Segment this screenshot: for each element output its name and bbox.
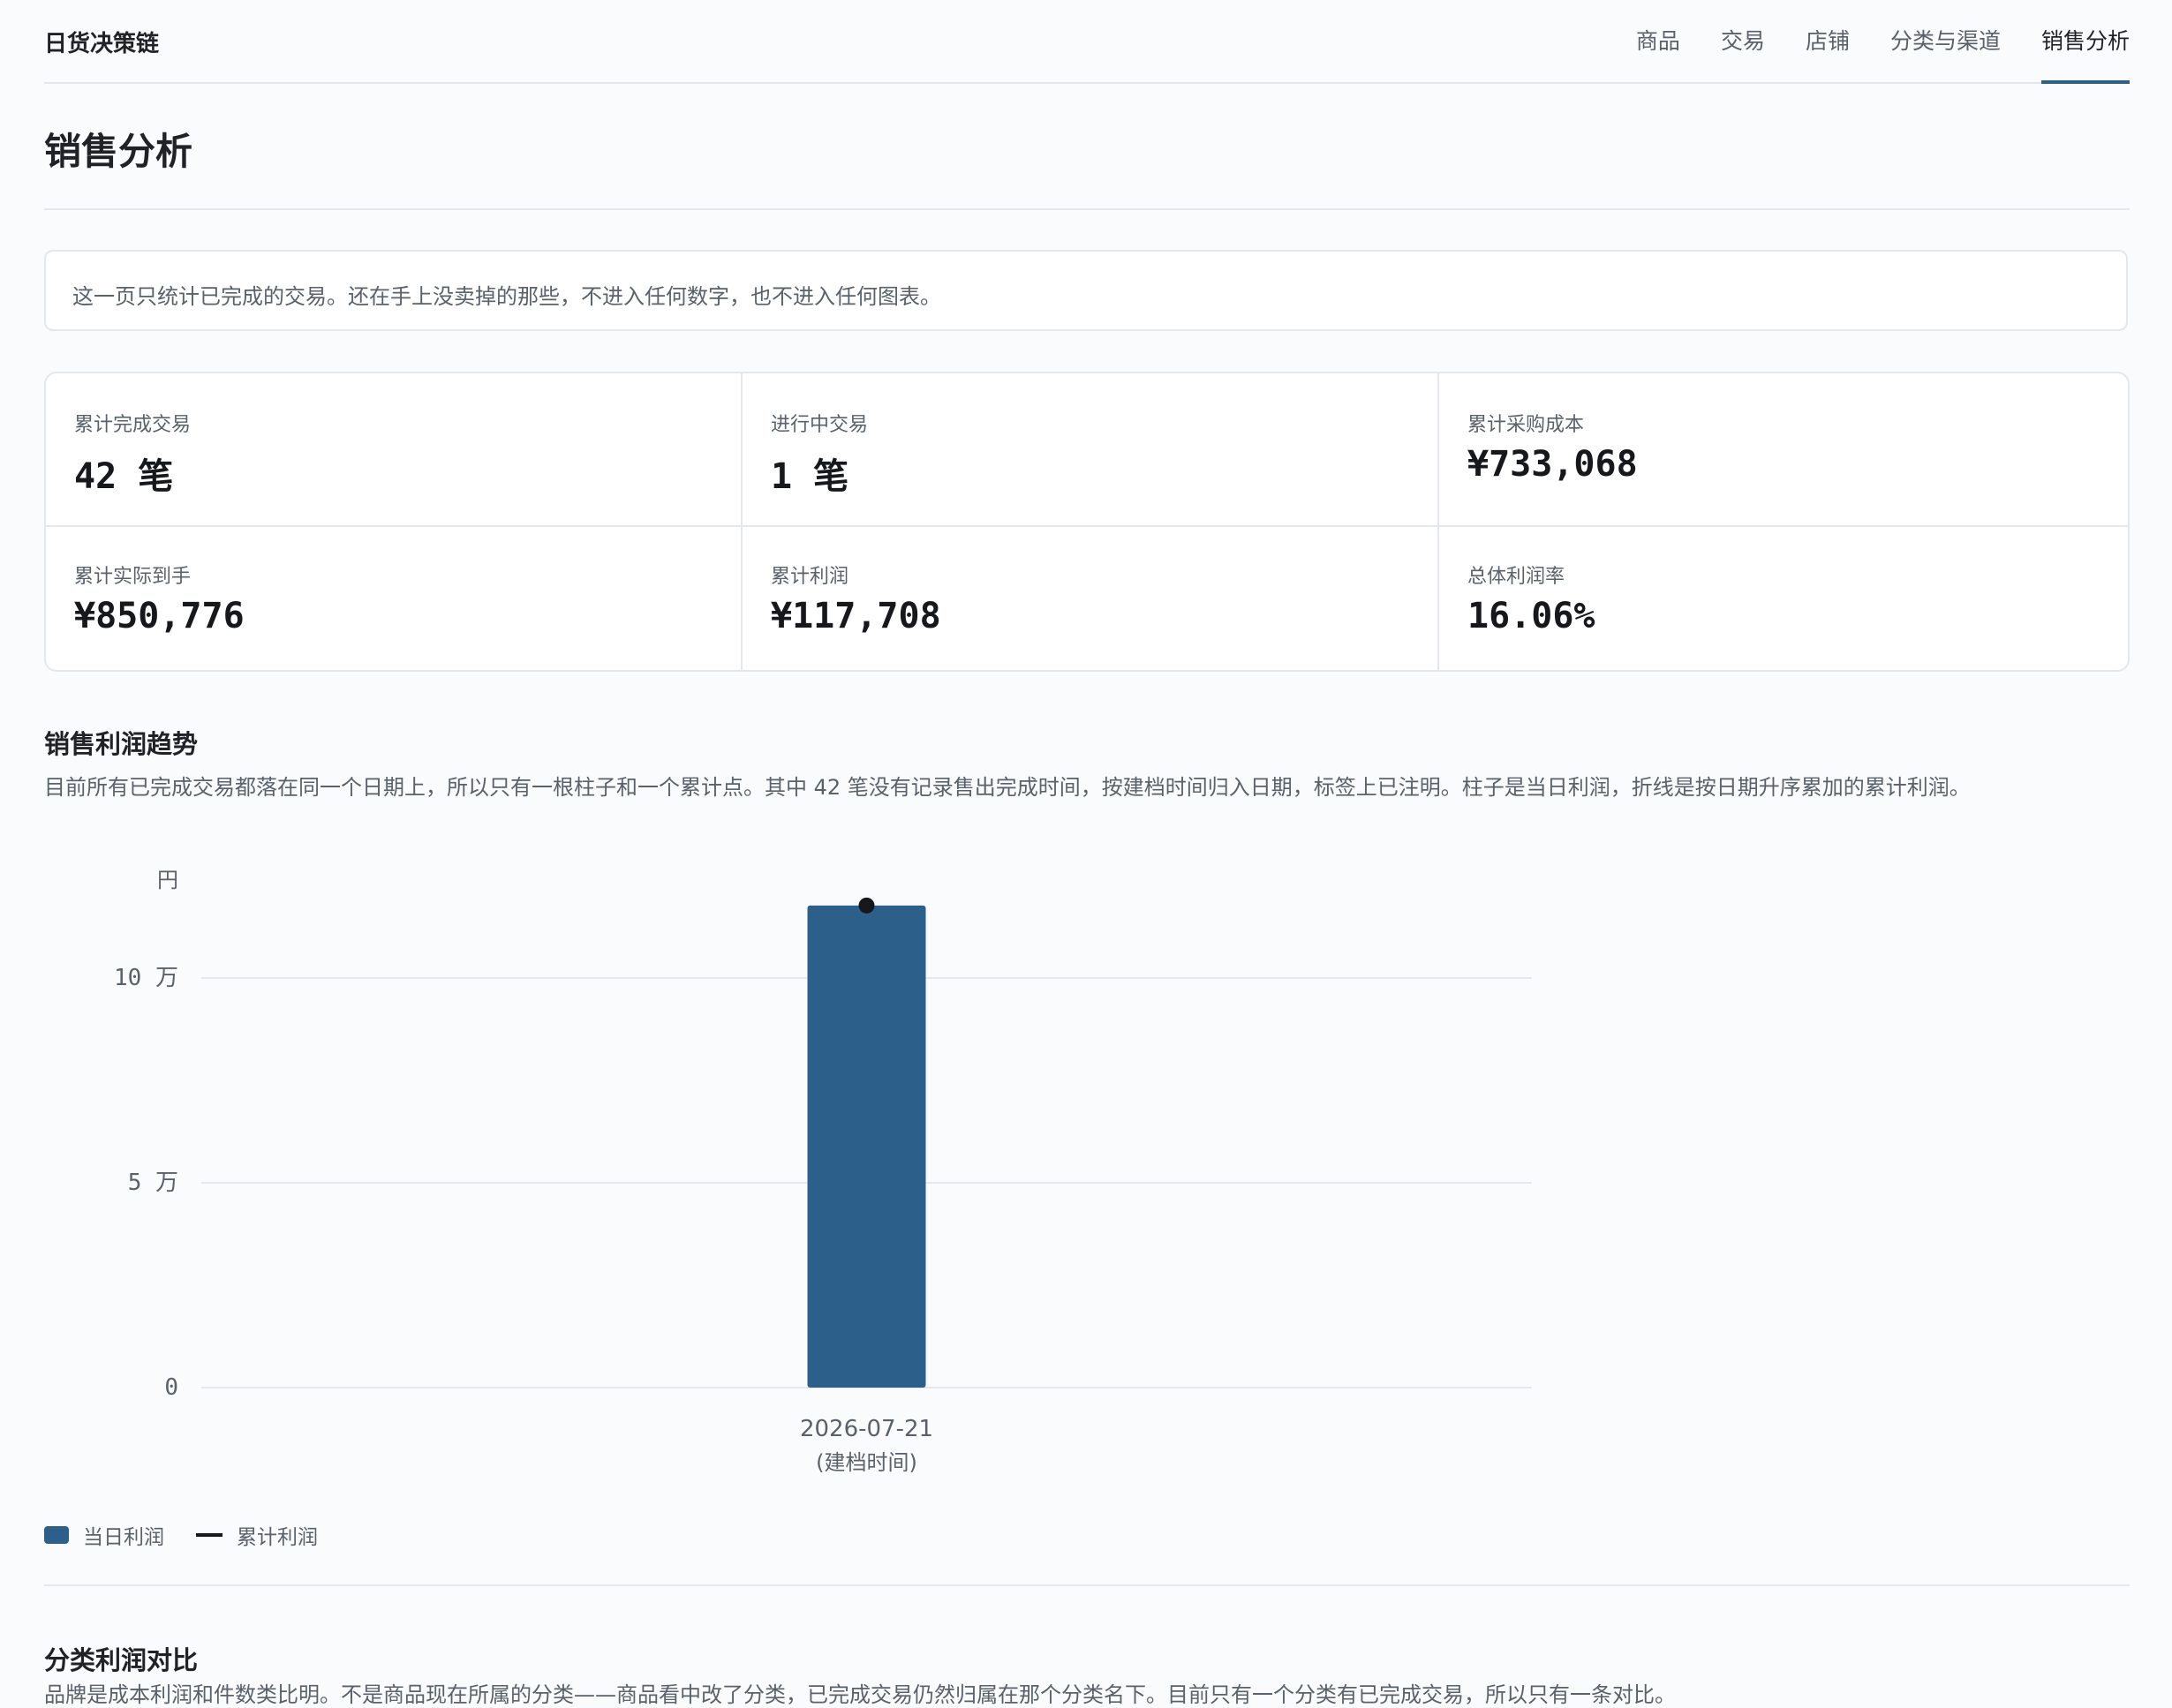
stat-value: ¥850,776 (74, 596, 245, 636)
y-tick-label: 5 万 (128, 1170, 178, 1196)
stat-label: 总体利润率 (1467, 566, 1565, 588)
trend-section-title: 销售利润趋势 (44, 729, 199, 759)
x-tick-label: 2026-07-21 (800, 1416, 933, 1442)
stat-value: 1 笔 (771, 456, 849, 497)
category-section-title: 分类利润对比 (44, 1645, 199, 1675)
stats-grid: 累计完成交易 42 笔 进行中交易 1 笔 累计采购成本 ¥733,068 累计… (44, 372, 2130, 672)
stat-purchase-cost: 累计采购成本 ¥733,068 (1439, 373, 2128, 523)
profit-trend-chart: 円 0 5 万 10 万 2026-07-21 (建档时间) (114, 868, 1532, 1475)
profit-bar (807, 905, 926, 1388)
legend-line-swatch (196, 1533, 222, 1537)
brand-logo-text[interactable]: 日货决策链 (44, 31, 160, 57)
x-tick-note: (建档时间) (816, 1450, 917, 1475)
category-section-desc: 品牌是成本利润和件数类比明。不是商品现在所属的分类——商品看中改了分类，已完成交… (44, 1682, 1676, 1707)
trend-section-desc: 目前所有已完成交易都落在同一个日期上，所以只有一根柱子和一个累计点。其中 42 … (44, 775, 1971, 800)
legend-bar-swatch (44, 1526, 69, 1544)
top-bar: 日货决策链 商品 交易 店铺 分类与渠道 销售分析 (44, 0, 2131, 84)
stat-total-profit: 累计利润 ¥117,708 (743, 527, 1437, 670)
y-axis-unit-label: 円 (157, 868, 178, 892)
title-divider (44, 208, 2130, 210)
stats-divider (1437, 373, 1439, 670)
nav-item-categories-channels[interactable]: 分类与渠道 (1889, 28, 2001, 54)
stat-value: ¥117,708 (771, 596, 941, 636)
stat-completed-trades: 累计完成交易 42 笔 (46, 373, 741, 523)
stat-active-trades: 进行中交易 1 笔 (743, 373, 1437, 523)
y-tick-label: 10 万 (114, 965, 178, 991)
stat-label: 进行中交易 (771, 414, 869, 436)
notice-box: 这一页只统计已完成的交易。还在手上没卖掉的那些，不进入任何数字，也不进入任何图表… (44, 250, 2128, 331)
stats-divider (741, 373, 743, 670)
stat-value: 42 笔 (74, 456, 174, 497)
nav-item-transactions[interactable]: 交易 (1720, 28, 1765, 54)
nav-item-sales-analysis[interactable]: 销售分析 (2040, 0, 2131, 84)
nav-item-shops[interactable]: 店铺 (1805, 28, 1850, 54)
stat-label: 累计实际到手 (74, 566, 192, 588)
page-title: 销售分析 (44, 130, 193, 173)
stats-divider (46, 525, 2128, 527)
stat-value: 16.06% (1467, 596, 1595, 636)
stat-label: 累计采购成本 (1467, 414, 1585, 436)
notice-text: 这一页只统计已完成的交易。还在手上没卖掉的那些，不进入任何数字，也不进入任何图表… (72, 284, 941, 309)
stat-profit-margin: 总体利润率 16.06% (1439, 527, 2128, 670)
stat-value: ¥733,068 (1467, 444, 1638, 485)
stat-label: 累计利润 (771, 566, 849, 588)
main-nav: 商品 交易 店铺 分类与渠道 销售分析 (1595, 0, 2131, 84)
stat-actual-received: 累计实际到手 ¥850,776 (46, 527, 741, 670)
section-divider (44, 1584, 2130, 1586)
legend-bar-label: 当日利润 (83, 1526, 164, 1549)
stat-label: 累计完成交易 (74, 414, 192, 436)
cumulative-point (858, 897, 875, 914)
legend-line-label: 累计利润 (237, 1526, 318, 1549)
chart-legend: 当日利润 累计利润 (44, 1520, 318, 1550)
nav-item-products[interactable]: 商品 (1635, 28, 1680, 54)
y-tick-label: 0 (164, 1374, 178, 1401)
